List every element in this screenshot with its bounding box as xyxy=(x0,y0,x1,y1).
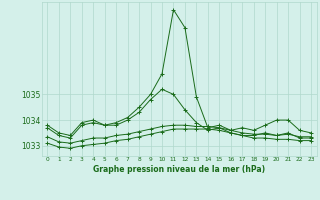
X-axis label: Graphe pression niveau de la mer (hPa): Graphe pression niveau de la mer (hPa) xyxy=(93,165,265,174)
